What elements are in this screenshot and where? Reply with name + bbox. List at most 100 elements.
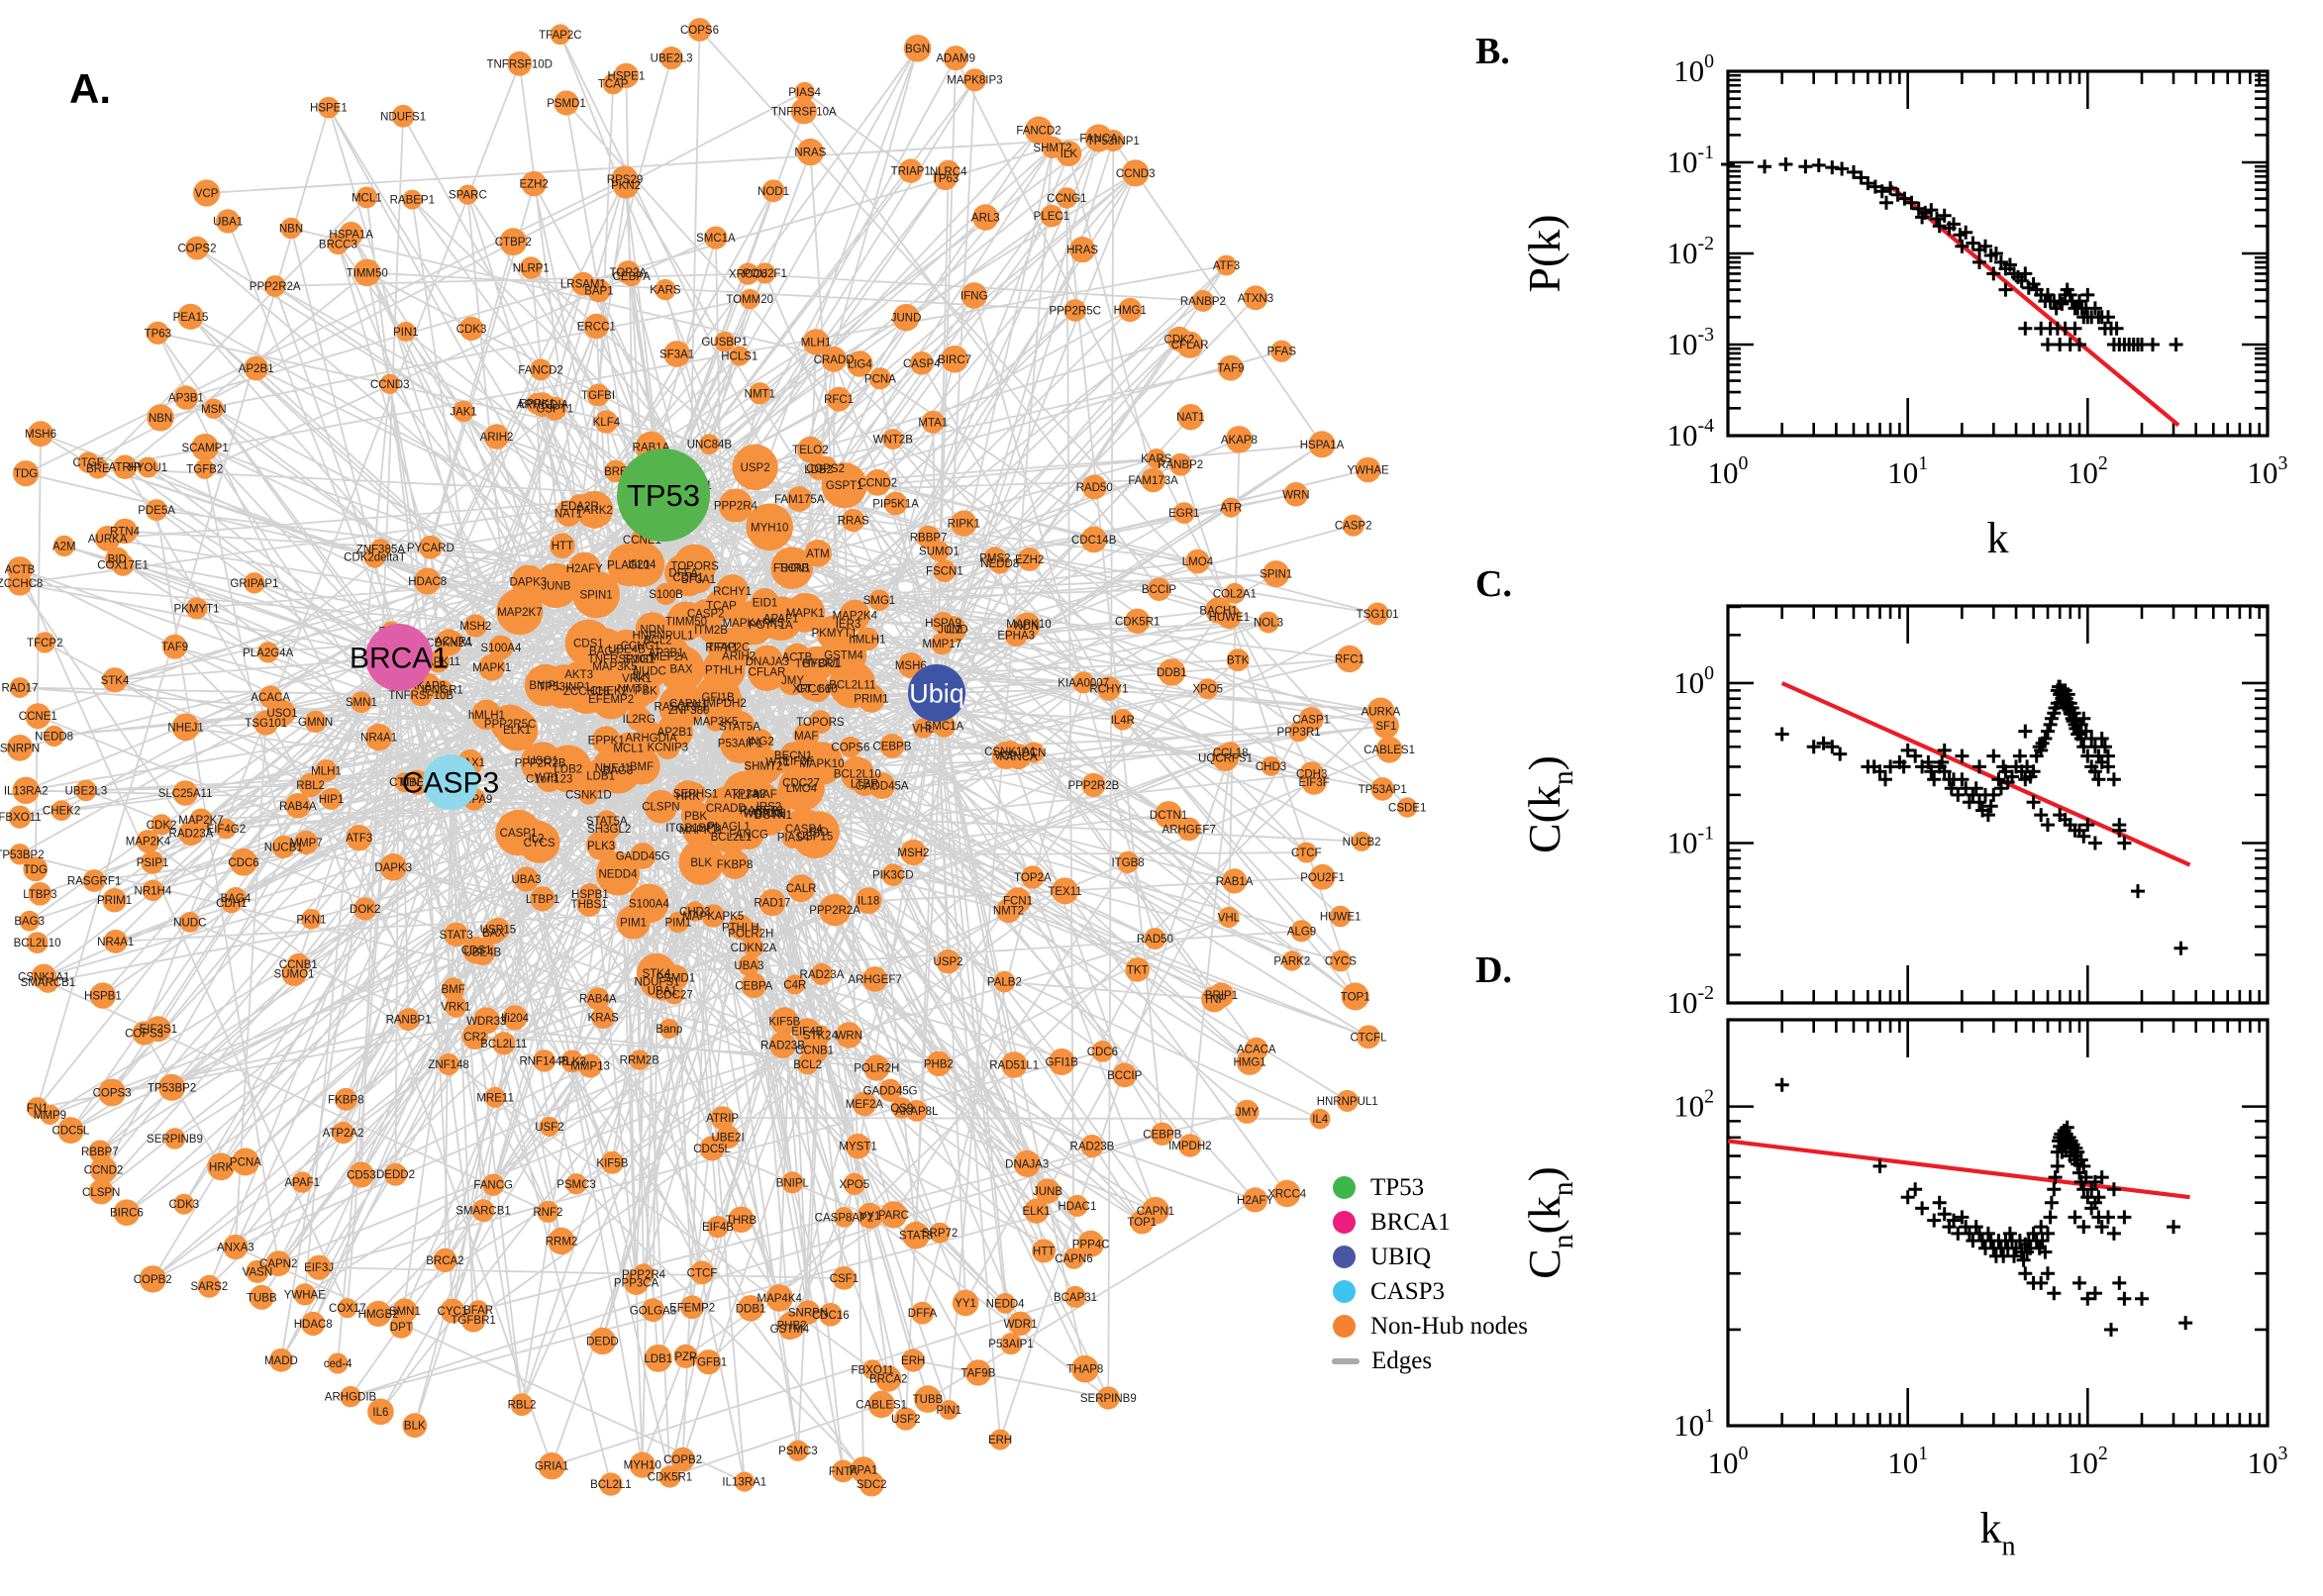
network-node-label: STAT3: [440, 930, 473, 942]
network-node: [1295, 842, 1317, 863]
network-node: [1041, 136, 1063, 158]
network-node-label: RAD23B: [760, 1041, 805, 1052]
x-tick-label: 102: [2068, 1443, 2108, 1480]
network-node: [502, 1005, 528, 1031]
network-node-label: MAPK1: [472, 662, 511, 674]
network-node-label: AURKA: [88, 534, 128, 546]
network-node-label: BNIPL: [529, 680, 562, 692]
network-node-label: HYOU1: [129, 462, 168, 474]
network-node-label: LIG4: [848, 359, 873, 371]
y-axis-title: P(k): [1519, 214, 1569, 292]
network-node: [463, 614, 487, 638]
network-node: [778, 764, 825, 812]
network-node-label: NOL3: [1254, 618, 1283, 630]
network-node-label: UBA3: [511, 874, 541, 886]
network-node-label: NUCB1: [264, 842, 303, 853]
network-node-label: COPS3: [93, 1088, 132, 1100]
network-node: [1288, 721, 1309, 743]
network-node: [77, 451, 99, 473]
network-node-label: MAP4K4: [758, 1293, 803, 1305]
network-node: [894, 1407, 918, 1431]
network-node-label: BIRC6: [110, 1208, 144, 1220]
network-node-label: COPB2: [663, 1454, 702, 1466]
network-node: [246, 1259, 269, 1283]
network-node-label: IL4: [1312, 1114, 1329, 1126]
network-node: [544, 745, 592, 793]
network-node: [1021, 865, 1045, 889]
network-node: [857, 1202, 883, 1229]
network-node: [855, 887, 882, 914]
network-node: [673, 1344, 698, 1368]
network-node-label: SF3A1: [681, 574, 716, 586]
network-node-label: IMPDH2: [1168, 1141, 1211, 1152]
y-tick-label: 102: [1673, 1086, 1714, 1124]
network-node-label: YWHAE: [1348, 465, 1390, 477]
network-node: [158, 1073, 186, 1101]
network-node-label: CTGF: [72, 457, 103, 469]
network-node: [807, 458, 830, 480]
network-node: [12, 776, 40, 804]
network-node: [484, 1086, 506, 1108]
network-node-label: HSPB1: [84, 991, 122, 1003]
network-node-label: IFNGR1: [422, 685, 463, 697]
network-node-label: RAD23A: [169, 829, 214, 841]
network-node-label: NEDD4: [599, 868, 639, 880]
network-node: [433, 1247, 457, 1272]
network-node-label: NDUFS1: [380, 111, 426, 123]
network-node-label: CDK2deltaT: [344, 551, 406, 563]
network-node-label: TIMM50: [665, 616, 707, 628]
network-node: [732, 444, 778, 490]
network-node-label: PSMC3: [778, 1446, 818, 1457]
network-node-label: CLSPN: [642, 802, 679, 814]
network-node: [397, 1008, 420, 1032]
network-node-label: ARHGDIA: [625, 733, 677, 745]
network-node: [879, 1201, 908, 1229]
network-node: [1258, 611, 1279, 634]
network-node-label: MMP17: [922, 639, 961, 650]
network-node: [231, 1147, 259, 1176]
edge-line-icon: [1332, 1357, 1360, 1364]
network-node: [790, 98, 817, 125]
network-node-label: NAT1: [1176, 412, 1205, 424]
network-node-label: PLAGL1: [707, 822, 750, 834]
network-node-label: NAT1: [555, 509, 583, 521]
network-node-label: SCAMP1: [181, 443, 228, 454]
network-node: [740, 288, 760, 310]
network-node-label: XPO5: [839, 1179, 869, 1191]
network-node-label: STAT3: [899, 1231, 933, 1243]
network-node-label: BIRC7: [938, 354, 971, 366]
network-node: [258, 685, 282, 709]
y-tick-label: 10-1: [1666, 823, 1714, 860]
network-node: [670, 1446, 695, 1472]
network-node-label: CFLAR: [749, 667, 786, 679]
network-node-label: TOP2A: [1014, 872, 1052, 884]
network-node-label: RAB4A: [279, 801, 317, 813]
network-node: [1397, 797, 1418, 818]
network-node: [492, 1032, 516, 1055]
network-node-label: MSH6: [895, 660, 927, 672]
network-node-label: HSPA9: [925, 618, 961, 630]
hub-Ubiq: Ubiq: [908, 664, 965, 722]
network-node-label: RANBP1: [386, 1015, 432, 1027]
network-node-label: MMP7: [289, 838, 322, 849]
network-node: [858, 1471, 884, 1497]
network-node: [189, 808, 213, 832]
network-node-label: CDK5R1: [1115, 616, 1160, 628]
network-node-label: TP63: [145, 328, 172, 340]
network-node-label: KIF5B: [596, 1157, 628, 1169]
network-node-label: CHD3: [1256, 761, 1286, 773]
network-node-label: hMLH1: [468, 710, 505, 722]
network-node-label: MAPK11: [679, 825, 724, 837]
network-node-label: HDAC8: [294, 1319, 333, 1331]
network-node: [365, 1300, 392, 1327]
network-node-label: NBN: [149, 413, 172, 425]
network-node: [193, 179, 221, 207]
network-node: [151, 814, 172, 836]
network-node: [758, 889, 786, 917]
network-node-label: ERH: [901, 1355, 925, 1367]
network-node: [1000, 1333, 1022, 1355]
legend-item-label: UBIQ: [1370, 1243, 1432, 1270]
network-node: [346, 825, 372, 851]
network-node: [960, 282, 988, 309]
network-node-label: TSG101: [1357, 609, 1399, 621]
